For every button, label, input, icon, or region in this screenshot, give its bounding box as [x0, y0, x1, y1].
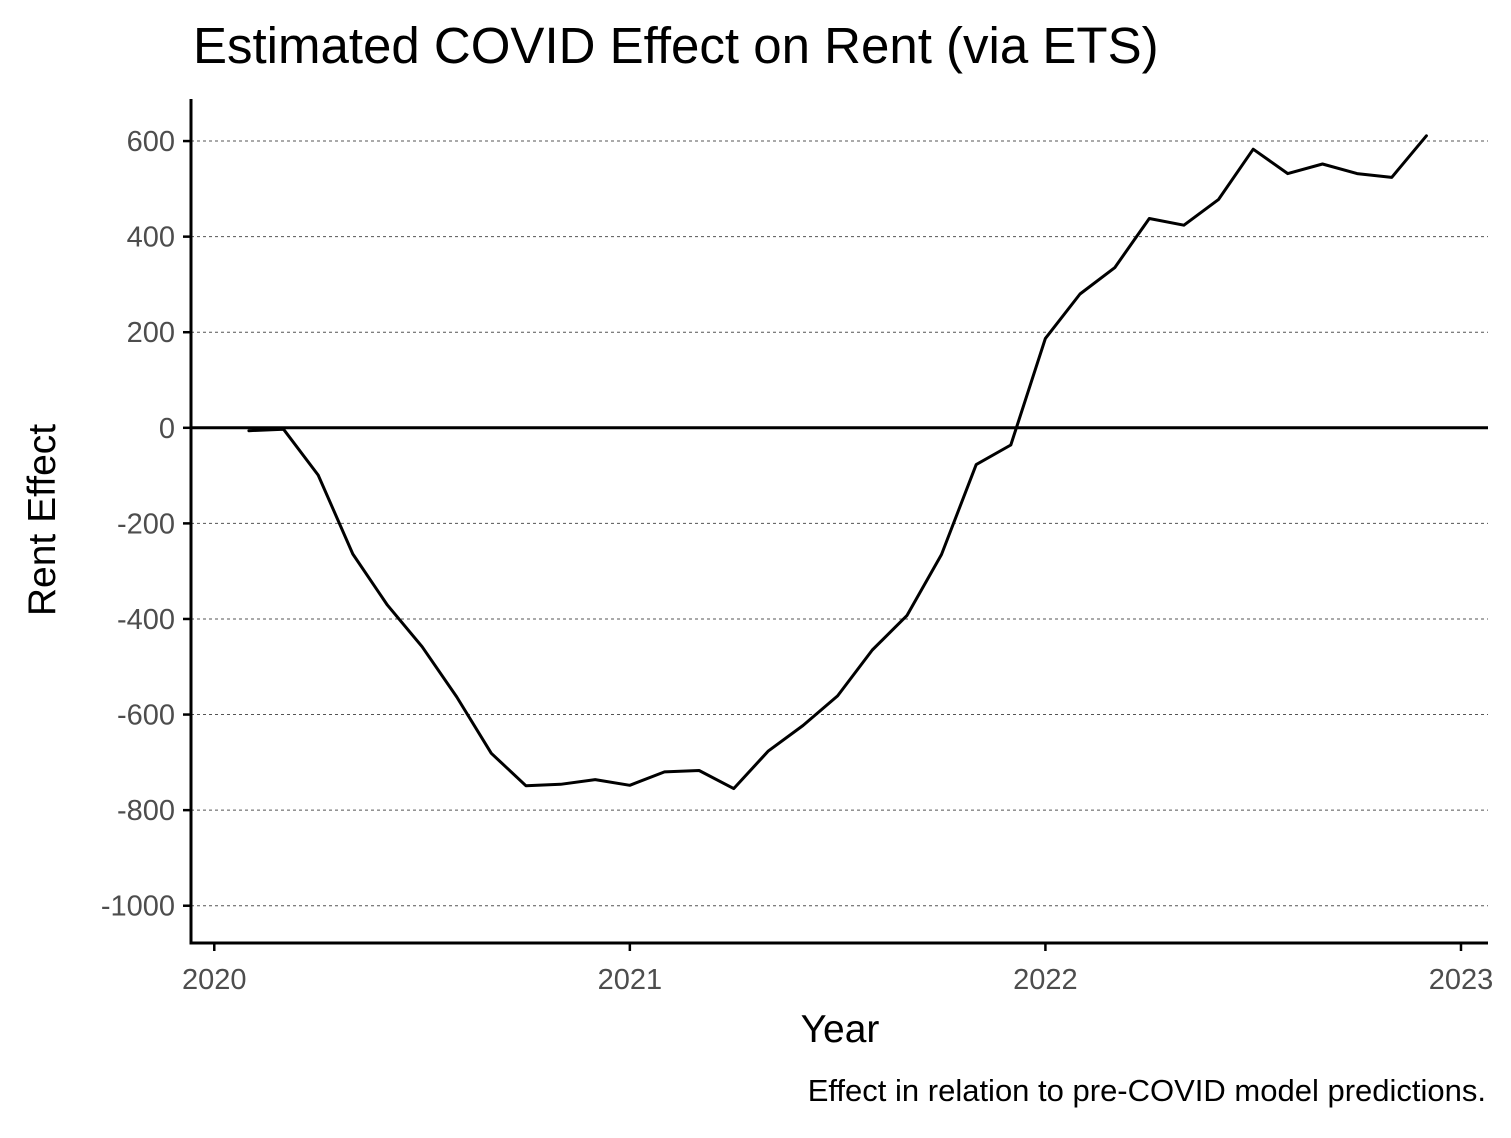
x-tick-label: 2020 [182, 964, 247, 996]
tick-labels: 600 400 200 0 -200 -400 -600 -800 -1000 2020 2021 2… [101, 126, 1493, 996]
y-tick-label: -800 [117, 795, 175, 827]
y-tick-label: -1000 [101, 891, 175, 923]
y-tick-label: -400 [117, 604, 175, 636]
y-axis-title: Rent Effect [21, 424, 64, 616]
y-tick-label: 200 [127, 317, 175, 349]
y-tick-label: 600 [127, 126, 175, 158]
series-line [247, 134, 1428, 791]
chart-title: Estimated COVID Effect on Rent (via ETS) [193, 17, 1159, 74]
series-layer [247, 134, 1428, 791]
y-tick-label: -200 [117, 508, 175, 540]
x-tick-label: 2022 [1013, 964, 1078, 996]
y-tick-label: 400 [127, 222, 175, 254]
chart-caption: Effect in relation to pre-COVID model pr… [808, 1073, 1486, 1108]
x-tick-label: 2023 [1429, 964, 1494, 996]
x-tick-label: 2021 [598, 964, 663, 996]
axes [183, 99, 1488, 951]
y-tick-label: -600 [117, 700, 175, 732]
y-tick-label: 0 [159, 413, 175, 445]
gridlines [191, 140, 1488, 907]
x-axis-title: Year [801, 1008, 880, 1051]
